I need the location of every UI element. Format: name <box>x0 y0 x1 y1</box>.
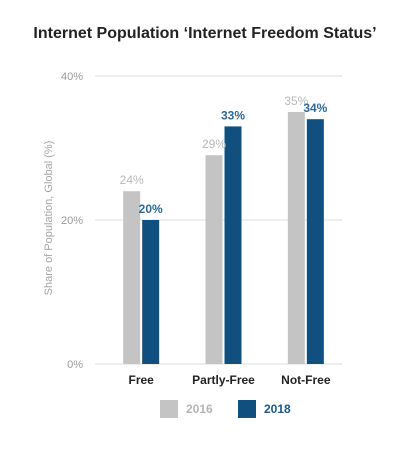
bar-2016-not-free <box>287 112 305 364</box>
legend: 2016 2018 <box>160 400 291 418</box>
data-label: 34% <box>303 101 327 115</box>
bar-2018-free <box>142 220 160 364</box>
bar-2016-free <box>123 191 141 364</box>
chart-title: Internet Population ‘Internet Freedom St… <box>33 25 376 42</box>
bars <box>123 112 324 365</box>
data-label: 35% <box>284 94 308 108</box>
data-label: 29% <box>202 137 226 151</box>
y-tick-labels: 0% 20% 40% <box>61 71 83 371</box>
y-tick-label: 0% <box>67 359 83 371</box>
legend-label: 2016 <box>186 402 213 416</box>
data-label: 20% <box>139 202 163 216</box>
data-label: 33% <box>221 108 245 122</box>
category-labels: Free Partly-Free Not-Free <box>128 373 330 387</box>
bar-2018-partly-free <box>224 126 242 365</box>
legend-swatch-2016 <box>160 400 178 418</box>
y-tick-label: 20% <box>61 215 83 227</box>
y-axis-label: Share of Population, Global (%) <box>43 141 55 296</box>
category-label: Free <box>128 373 154 387</box>
bar-2016-partly-free <box>205 155 223 364</box>
data-label: 24% <box>120 173 144 187</box>
category-label: Partly-Free <box>192 373 255 387</box>
data-labels: 24% 20% 29% 33% 35%34% <box>120 94 328 216</box>
y-tick-label: 40% <box>61 71 83 83</box>
legend-swatch-2018 <box>238 400 256 418</box>
category-label: Not-Free <box>281 373 331 387</box>
legend-label: 2018 <box>264 402 291 416</box>
bar-2018-not-free <box>306 119 324 364</box>
